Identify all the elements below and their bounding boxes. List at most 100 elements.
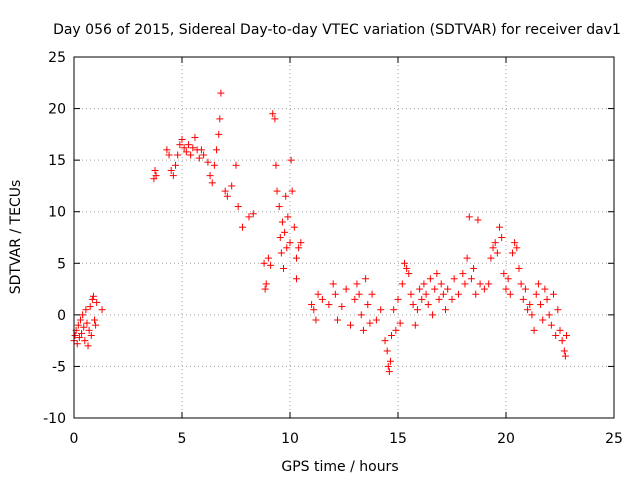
data-points [70,89,570,376]
data-point [81,337,89,345]
data-point [264,254,272,262]
data-point [75,334,83,342]
x-tick-label: 15 [389,431,407,447]
data-point [403,264,411,272]
data-point [385,368,393,376]
data-point [269,110,277,118]
data-point [442,306,450,314]
y-tick-label: 5 [57,256,66,272]
data-point [357,311,365,319]
data-point [217,89,225,97]
data-point [151,166,159,174]
data-point [338,303,346,311]
data-point [431,285,439,293]
x-tick-label: 25 [605,431,623,447]
chart-title: Day 056 of 2015, Sidereal Day-to-day VTE… [53,22,621,38]
data-point [545,311,553,319]
data-point [174,151,182,159]
data-point [292,275,300,283]
data-point [420,280,428,288]
data-point [178,136,186,144]
data-point [83,319,91,327]
y-tick-label: 10 [48,205,66,221]
data-point [450,275,458,283]
data-point [180,144,188,152]
data-point [76,316,84,324]
y-tick-label: -5 [52,359,66,375]
y-tick-label: -10 [43,411,66,427]
data-point [362,275,370,283]
data-point [163,146,171,154]
data-point [86,303,94,311]
data-point [526,301,534,309]
data-point [541,285,549,293]
data-point [297,239,305,247]
data-point [424,301,432,309]
data-point [435,295,443,303]
data-point [89,292,97,300]
data-point [249,210,257,218]
data-point [275,203,283,211]
data-point [92,321,100,329]
data-point [82,306,90,314]
data-point [74,321,82,329]
data-point [292,254,300,262]
data-point [400,259,408,267]
data-point [353,280,361,288]
data-point [232,161,240,169]
data-point [91,316,99,324]
data-point [500,270,508,278]
data-point [511,239,519,247]
data-point [480,285,488,293]
data-point [283,244,291,252]
data-point [314,290,322,298]
data-point [519,295,527,303]
x-tick-label: 10 [281,431,299,447]
data-point [79,311,87,319]
data-point [444,285,452,293]
data-point [93,298,101,306]
data-point [532,290,540,298]
data-point [280,264,288,272]
data-point [167,166,175,174]
data-point [409,301,417,309]
data-point [331,290,339,298]
data-point [187,151,195,159]
data-point [491,239,499,247]
data-point [560,347,568,355]
data-point [351,295,359,303]
data-point [366,319,374,327]
grid-lines [74,57,614,418]
data-point [474,216,482,224]
data-point [454,290,462,298]
data-point [411,321,419,329]
data-point [517,280,525,288]
data-point [405,270,413,278]
data-point [176,141,184,149]
data-point [310,306,318,314]
data-point [556,326,564,334]
data-point [384,362,392,370]
data-point [182,148,190,156]
data-point [476,280,484,288]
data-point [334,316,342,324]
data-point [342,285,350,293]
data-point [273,187,281,195]
data-point [191,133,199,141]
data-point [308,301,316,309]
data-point [197,146,205,154]
data-point [325,301,333,309]
plot-frame [73,56,615,419]
data-point [329,280,337,288]
data-point [272,161,280,169]
data-point [418,295,426,303]
data-point [521,285,529,293]
data-point [245,213,253,221]
data-point [502,285,510,293]
data-point [359,326,367,334]
data-point [377,306,385,314]
data-point [234,203,242,211]
data-point [537,301,545,309]
data-point [396,319,404,327]
data-point [426,275,434,283]
